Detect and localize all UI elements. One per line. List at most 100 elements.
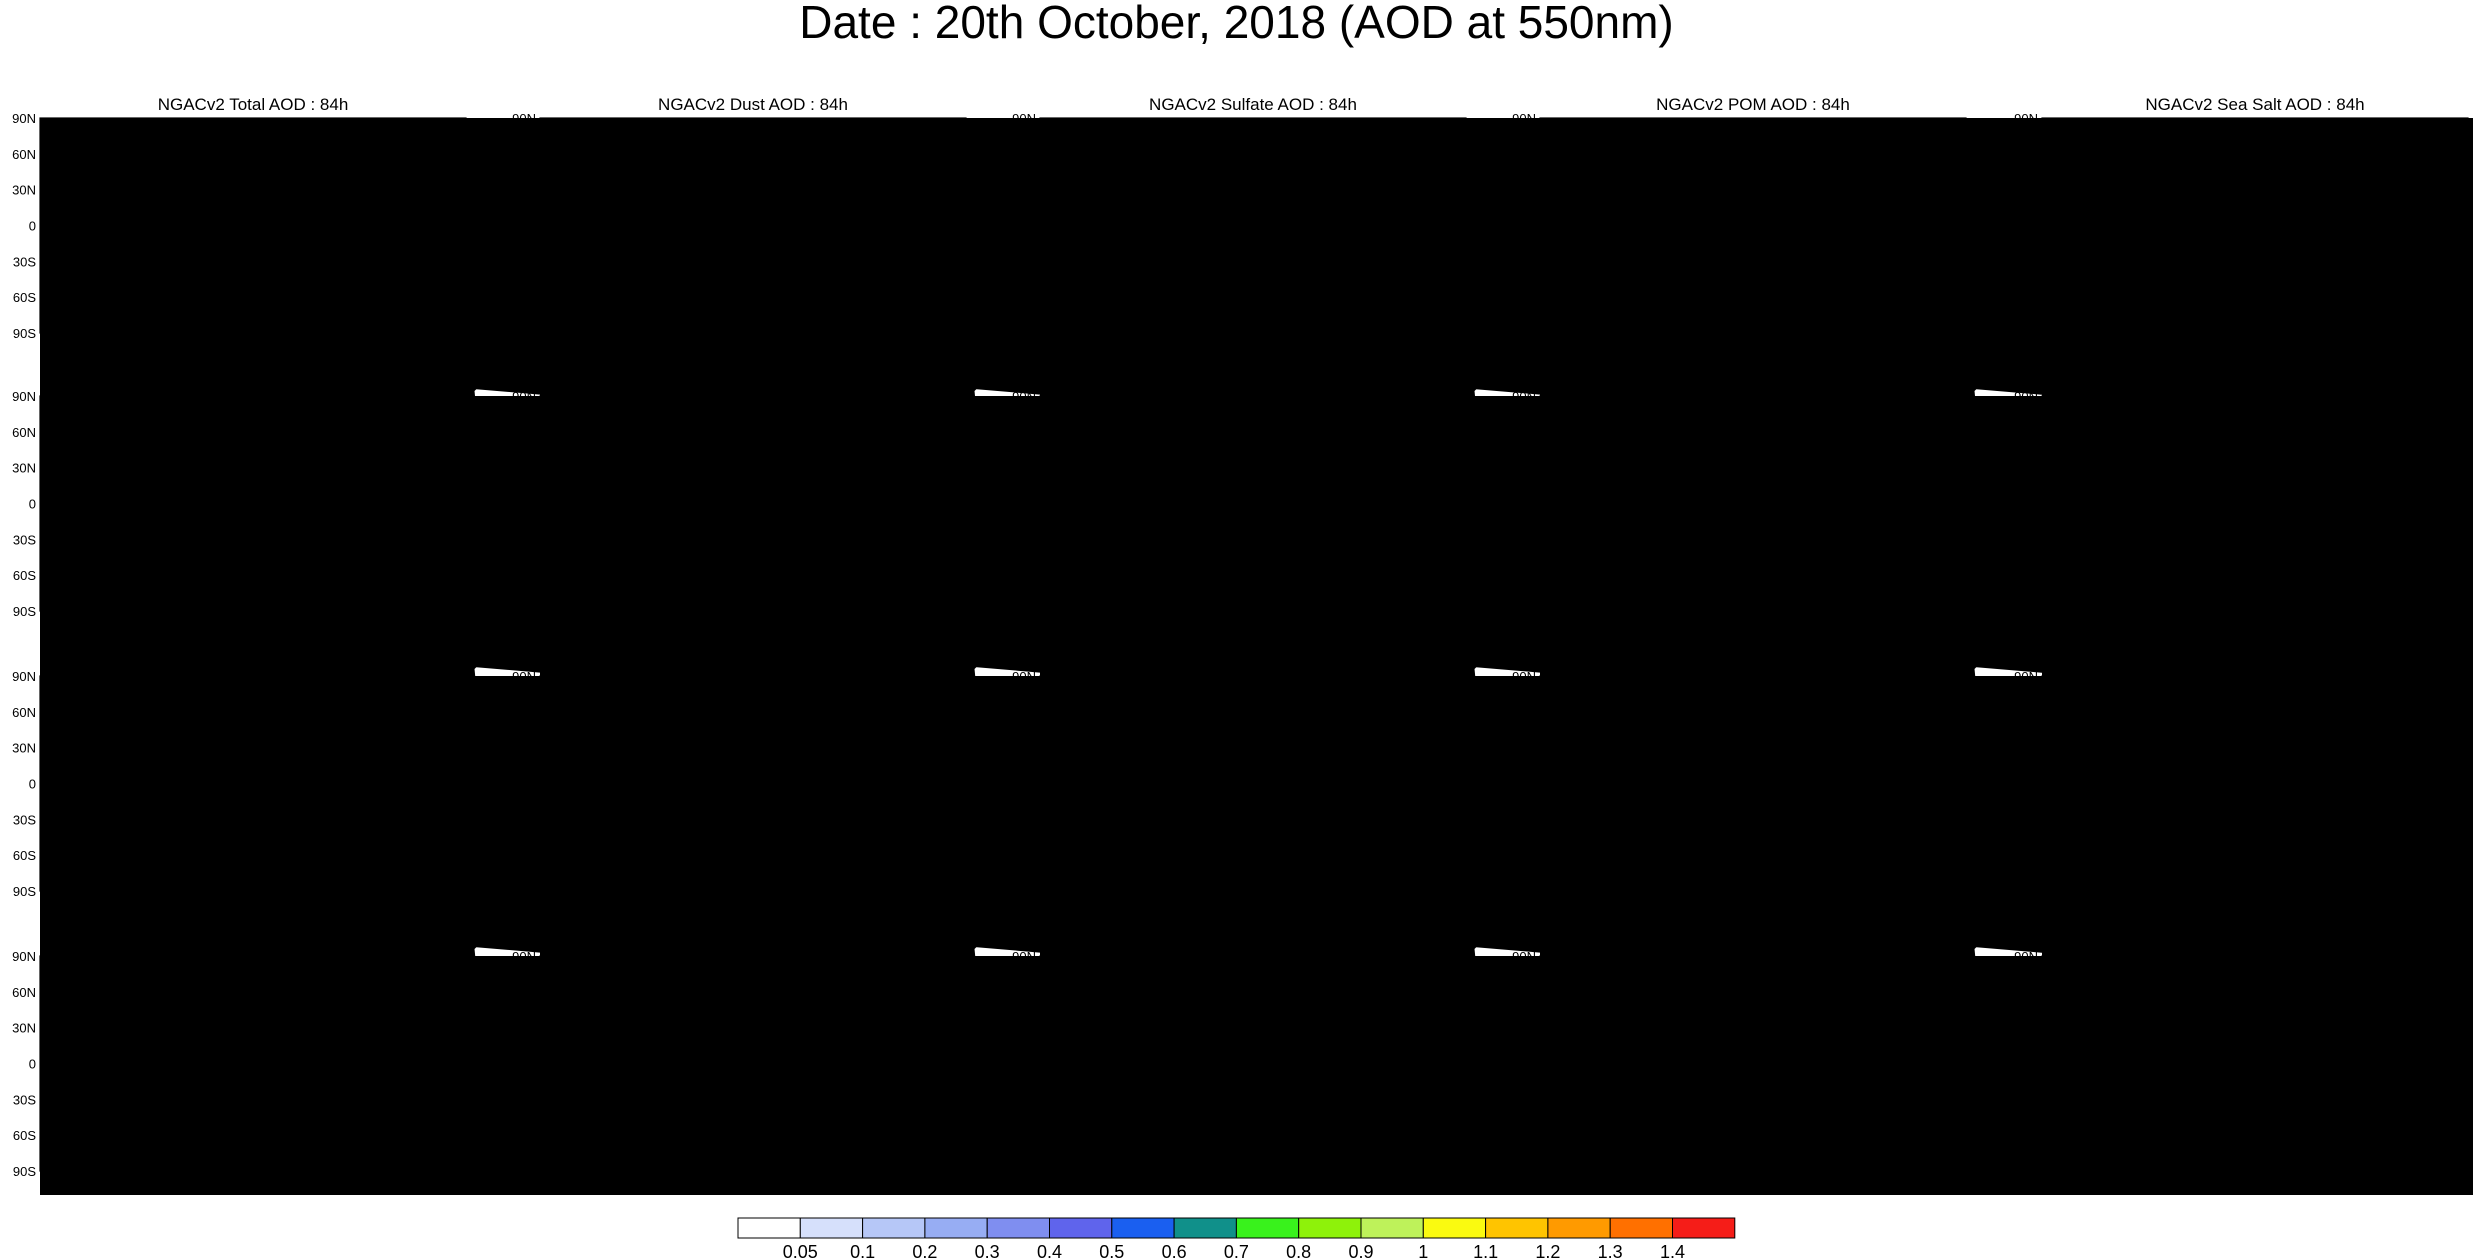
lon-tick-label: 160W (47, 900, 82, 915)
lat-tick-label: 90N (1512, 949, 1536, 964)
panel-title: NGACv2 Sulfate AOD : 96h (1149, 373, 1357, 392)
lat-tick-label: 0 (529, 1057, 536, 1072)
lat-tick-label: 90N (1012, 949, 1036, 964)
lat-tick-label: 90S (513, 1164, 536, 1179)
colorbar-label: 0.2 (912, 1242, 937, 1260)
colorbar-box (737, 1217, 801, 1239)
lat-tick-label: 30S (13, 812, 36, 827)
colorbar-box (986, 1217, 1051, 1239)
lat-tick-label: 30N (1012, 1021, 1036, 1036)
lat-tick-label: 90S (1013, 884, 1036, 899)
lon-tick-label: 40W (692, 1180, 719, 1195)
colorbar-box (1049, 1217, 1113, 1239)
lat-tick-label: 60S (13, 848, 36, 863)
lat-tick-label: 60N (1012, 425, 1036, 440)
colorbar-layer: 0.05 0.1 0.2 0.3 0.4 0.5 0.6 0.7 0.8 0.9 1 1.1 1.2 1.… (737, 1217, 1736, 1260)
colorbar-box (1235, 1217, 1300, 1239)
lon-tick-label: 120E (380, 620, 411, 635)
lat-tick-label: 90N (1012, 111, 1036, 126)
panel-title: NGACv2 POM AOD : 84h (1656, 95, 1850, 114)
panel-title: NGACv2 Sea Salt AOD : 120h (2141, 933, 2370, 952)
lat-tick-label: 30N (2014, 183, 2038, 198)
lon-tick-label: 160W (1547, 342, 1582, 357)
lon-tick-label: 160E (2429, 1180, 2460, 1195)
lat-tick-label: 90N (12, 669, 36, 684)
lon-tick-label: 80E (1336, 620, 1359, 635)
lon-tick-label: 120W (594, 620, 629, 635)
lat-tick-label: 60N (1012, 147, 1036, 162)
colorbar-label: 0.7 (1224, 1242, 1249, 1260)
lon-tick-label: 160W (547, 1180, 582, 1195)
lat-tick-label: 60S (2015, 290, 2038, 305)
lat-tick-label: 30N (512, 1021, 536, 1036)
lon-tick-label: 160E (1427, 900, 1458, 915)
panels-layer: NGACv2 Total AOD : 84h 90N 60N 30N 0 30S 60S 90… (12, 95, 2473, 1195)
lon-tick-label: 80W (145, 900, 172, 915)
lon-tick-label: 80E (336, 900, 359, 915)
lon-tick-label: 40W (192, 1180, 219, 1195)
lat-tick-label: 90S (13, 604, 36, 619)
lat-tick-label: 90N (1012, 389, 1036, 404)
lon-tick-label: 40E (1289, 342, 1312, 357)
lon-tick-label: 160E (2429, 342, 2460, 357)
lon-tick-label: 120W (1094, 620, 1129, 635)
panel-title: NGACv2 Sulfate AOD : 84h (1149, 95, 1357, 114)
lon-tick-label: 40E (289, 342, 312, 357)
lat-tick-label: 60S (2015, 568, 2038, 583)
lon-tick-label: 120W (2096, 1180, 2131, 1195)
map-panel: NGACv2 Total AOD : 108h 90N 60N 30N 0 30S 60S 9… (12, 653, 496, 915)
lon-tick-label: 120E (2382, 620, 2413, 635)
lon-tick-label: 80E (336, 1180, 359, 1195)
lon-tick-label: 120W (594, 900, 629, 915)
lon-tick-label: 160W (1047, 342, 1082, 357)
lon-tick-label: 160E (1927, 342, 1958, 357)
lat-tick-label: 90S (2015, 326, 2038, 341)
lat-tick-label: 30S (13, 254, 36, 269)
lon-tick-label: 0 (749, 1180, 756, 1195)
lat-tick-label: 60S (13, 1128, 36, 1143)
lat-tick-label: 90S (513, 604, 536, 619)
lon-tick-label: 40E (2291, 620, 2314, 635)
lat-tick-label: 30N (2014, 741, 2038, 756)
panel-title: NGACv2 Sulfate AOD : 120h (1144, 933, 1361, 952)
panel-title: NGACv2 Total AOD : 120h (153, 933, 353, 952)
lat-tick-label: 60N (1512, 985, 1536, 1000)
lon-tick-label: 160E (1927, 900, 1958, 915)
lon-tick-label: 80E (1336, 342, 1359, 357)
lat-tick-label: 60N (1512, 705, 1536, 720)
map-panel: NGACv2 Sulfate AOD : 108h 90N 60N 30N 0 30S 60… (1012, 653, 1466, 915)
lat-tick-label: 0 (529, 777, 536, 792)
map-panel: NGACv2 Sulfate AOD : 96h 90N 60N 30N 0 30S 60S… (1012, 373, 1466, 635)
lon-tick-label: 40W (1192, 342, 1219, 357)
lon-tick-label: 80W (1645, 900, 1672, 915)
lon-tick-label: 80E (836, 1180, 859, 1195)
lat-tick-label: 90N (2014, 389, 2038, 404)
colorbar-label: 0.4 (1037, 1242, 1062, 1260)
lon-tick-label: 40W (1192, 620, 1219, 635)
lon-tick-label: 0 (1249, 342, 1256, 357)
lat-tick-label: 60N (512, 705, 536, 720)
lon-tick-label: 80E (1836, 1180, 1859, 1195)
lon-tick-label: 40W (2194, 342, 2221, 357)
map-panel: NGACv2 Dust AOD : 108h 90N 60N 30N 0 30S 60S 90… (512, 653, 966, 915)
lat-tick-label: 90N (12, 949, 36, 964)
lon-tick-label: 80W (645, 900, 672, 915)
map-panel: NGACv2 Total AOD : 84h 90N 60N 30N 0 30S 60S 90… (12, 95, 508, 357)
lat-tick-label: 60S (2015, 1128, 2038, 1143)
lat-tick-label: 0 (1029, 1057, 1036, 1072)
lat-tick-label: 90S (13, 1164, 36, 1179)
lon-tick-label: 40E (2291, 900, 2314, 915)
lat-tick-label: 90S (2015, 604, 2038, 619)
lat-tick-label: 0 (29, 219, 36, 234)
lat-tick-label: 0 (1029, 219, 1036, 234)
lat-tick-label: 30S (513, 254, 536, 269)
map-panel: NGACv2 Dust AOD : 120h 90N 60N 30N 0 30S 60S 90… (512, 933, 966, 1195)
panel-title: NGACv2 Total AOD : 108h (153, 653, 353, 672)
lat-tick-label: 90S (2015, 884, 2038, 899)
lon-tick-label: 80W (2147, 900, 2174, 915)
map-panel: NGACv2 POM AOD : 96h 90N 60N 30N 0 30S 60S 90S 1… (1512, 373, 1966, 635)
lon-tick-label: 160E (1927, 1180, 1958, 1195)
lon-tick-label: 40E (2291, 342, 2314, 357)
lon-tick-label: 80E (1836, 342, 1859, 357)
